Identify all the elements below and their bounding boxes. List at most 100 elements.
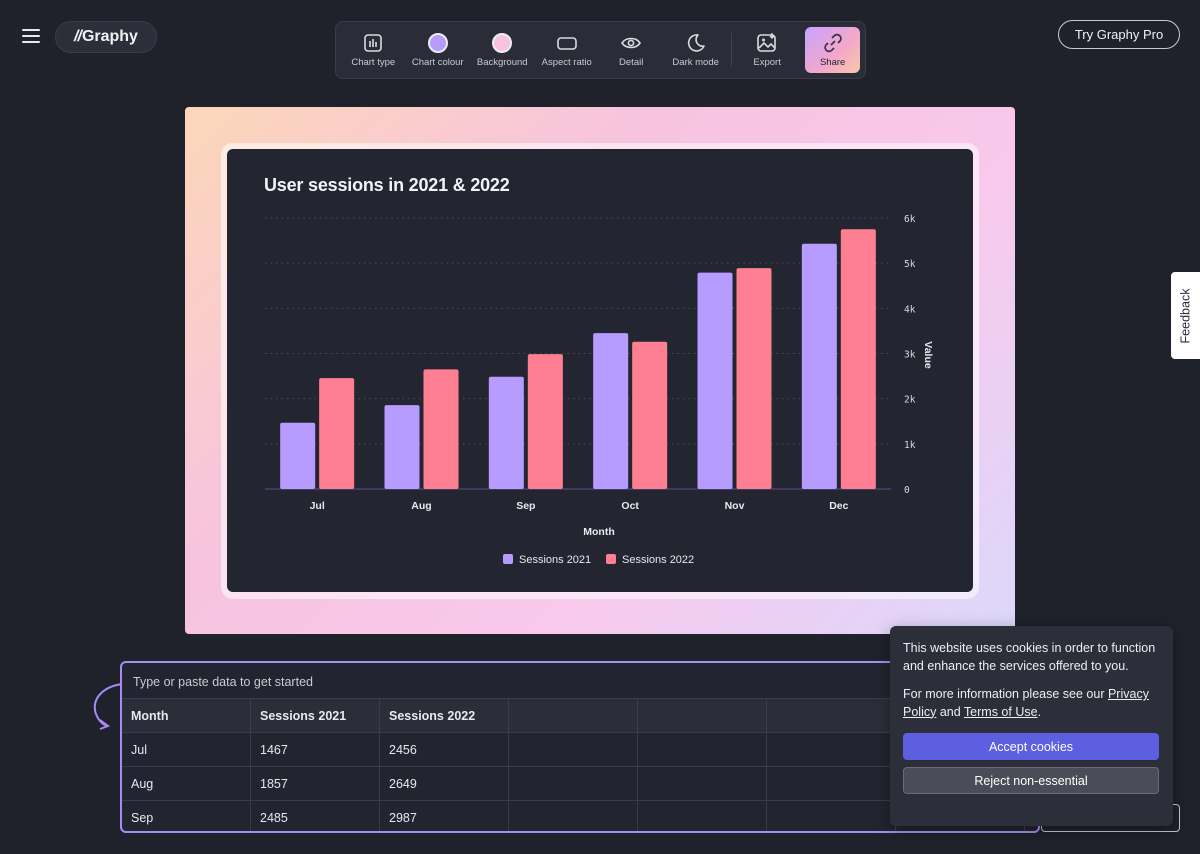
- image-export-icon: [756, 32, 778, 54]
- table-header-cell[interactable]: Sessions 2022: [380, 699, 509, 732]
- share-button[interactable]: Share: [805, 27, 860, 73]
- table-cell[interactable]: [509, 767, 638, 800]
- graphy-logo[interactable]: // Graphy: [55, 21, 157, 53]
- table-header-cell[interactable]: Month: [122, 699, 251, 732]
- chart-toolbar: Chart type Chart colour Background Aspec…: [335, 21, 866, 79]
- detail-button[interactable]: Detail: [599, 27, 663, 73]
- accept-cookies-button[interactable]: Accept cookies: [903, 733, 1159, 760]
- table-cell[interactable]: Sep: [122, 801, 251, 831]
- y-tick-label: 3k: [904, 350, 916, 361]
- table-cell[interactable]: 2649: [380, 767, 509, 800]
- table-cell[interactable]: 2456: [380, 733, 509, 766]
- table-cell[interactable]: [767, 767, 896, 800]
- y-tick-label: 0: [904, 485, 910, 496]
- cookie-info-period: .: [1037, 704, 1042, 719]
- table-header-row: Month Sessions 2021 Sessions 2022: [122, 698, 1038, 732]
- y-tick-label: 5k: [904, 259, 916, 270]
- toolbar-divider: [730, 33, 732, 67]
- bar-sessions-2021-sep: [488, 376, 524, 489]
- moon-icon: [686, 32, 706, 54]
- terms-of-use-link[interactable]: Terms of Use: [963, 704, 1038, 719]
- legend-label: Sessions 2022: [622, 554, 694, 566]
- bar-sessions-2021-nov: [697, 272, 733, 489]
- x-tick-label: Jul: [310, 500, 325, 512]
- dark-mode-button[interactable]: Dark mode: [663, 27, 727, 73]
- x-tick-label: Oct: [621, 500, 639, 512]
- y-tick-label: 1k: [904, 440, 916, 451]
- chart-colour-label: Chart colour: [411, 57, 464, 68]
- background-button[interactable]: Background: [470, 27, 534, 73]
- table-cell[interactable]: [638, 767, 767, 800]
- logo-mark: //: [74, 28, 82, 45]
- cookie-info: For more information please see our Priv…: [903, 686, 1160, 721]
- table-cell[interactable]: 1857: [251, 767, 380, 800]
- bar-sessions-2022-jul: [319, 378, 355, 489]
- cookie-info-and: and: [936, 704, 964, 719]
- legend-swatch: [503, 554, 513, 564]
- color-swatch-icon: [427, 32, 449, 54]
- data-editor: Type or paste data to get started Month S…: [120, 661, 1040, 833]
- logo-text: Graphy: [81, 28, 138, 45]
- export-label: Export: [753, 57, 781, 68]
- table-cell[interactable]: [638, 733, 767, 766]
- data-grid: Month Sessions 2021 Sessions 2022 Jul 1467 24…: [122, 698, 1038, 831]
- reject-cookies-button[interactable]: Reject non-essential: [903, 767, 1159, 794]
- chart-canvas-background: User sessions in 2021 & 2022 0 1k 2k 3k 4k 5k…: [185, 107, 1015, 634]
- table-header-cell[interactable]: [638, 699, 767, 732]
- x-axis-title: Month: [583, 526, 615, 538]
- try-pro-button[interactable]: Try Graphy Pro: [1058, 20, 1180, 49]
- bar-sessions-2021-aug: [384, 405, 420, 489]
- bar-sessions-2022-oct: [632, 341, 668, 489]
- chart-card: User sessions in 2021 & 2022 0 1k 2k 3k 4k 5k…: [227, 149, 973, 592]
- feedback-label: Feedback: [1178, 288, 1193, 343]
- bar-sessions-2022-sep: [527, 354, 563, 489]
- aspect-ratio-label: Aspect ratio: [541, 57, 592, 68]
- bar-sessions-2022-dec: [840, 229, 876, 489]
- table-row: Sep 2485 2987: [122, 800, 1038, 831]
- bar-chart: 0 1k 2k 3k 4k 5k 6k Jul Aug Sep Oct Nov Dec Month Valu…: [265, 214, 934, 566]
- chart-colour-button[interactable]: Chart colour: [405, 27, 469, 73]
- y-axis-title: Value: [922, 341, 934, 369]
- bar-chart-icon: [363, 32, 383, 54]
- feedback-tab[interactable]: Feedback: [1171, 272, 1200, 359]
- eye-icon: [620, 32, 642, 54]
- chart-type-label: Chart type: [351, 57, 396, 68]
- table-cell[interactable]: 1467: [251, 733, 380, 766]
- table-header-cell[interactable]: Sessions 2021: [251, 699, 380, 732]
- table-cell[interactable]: Jul: [122, 733, 251, 766]
- y-tick-label: 4k: [904, 304, 916, 315]
- table-header-cell[interactable]: [509, 699, 638, 732]
- chart-type-button[interactable]: Chart type: [341, 27, 405, 73]
- cookie-text: This website uses cookies in order to fu…: [903, 641, 1156, 673]
- x-tick-label: Nov: [725, 500, 745, 512]
- detail-label: Detail: [619, 57, 644, 68]
- legend-label: Sessions 2021: [519, 554, 591, 566]
- cookie-info-prefix: For more information please see our: [903, 687, 1108, 701]
- export-button[interactable]: Export: [735, 27, 799, 73]
- x-tick-label: Aug: [411, 500, 431, 512]
- dark-mode-label: Dark mode: [672, 57, 719, 68]
- table-cell[interactable]: [509, 733, 638, 766]
- bar-sessions-2022-aug: [423, 369, 459, 489]
- table-cell[interactable]: 2987: [380, 801, 509, 831]
- background-label: Background: [476, 57, 528, 68]
- table-row: Jul 1467 2456: [122, 732, 1038, 766]
- table-cell[interactable]: [509, 801, 638, 831]
- table-header-cell[interactable]: [767, 699, 896, 732]
- cookie-banner: This website uses cookies in order to fu…: [890, 626, 1173, 826]
- table-cell[interactable]: 2485: [251, 801, 380, 831]
- link-icon: [822, 32, 844, 54]
- share-label: Share: [819, 57, 846, 68]
- table-cell[interactable]: Aug: [122, 767, 251, 800]
- table-cell[interactable]: [767, 801, 896, 831]
- aspect-ratio-button[interactable]: Aspect ratio: [534, 27, 598, 73]
- hint-arrow-icon: [93, 683, 127, 730]
- table-cell[interactable]: [767, 733, 896, 766]
- bar-sessions-2022-nov: [736, 268, 772, 489]
- bar-sessions-2021-oct: [593, 333, 629, 489]
- privacy-policy-link[interactable]: Privacy Policy: [903, 687, 1149, 719]
- background-swatch-icon: [491, 32, 513, 54]
- menu-icon[interactable]: [22, 29, 40, 43]
- y-tick-label: 6k: [904, 214, 916, 225]
- table-cell[interactable]: [638, 801, 767, 831]
